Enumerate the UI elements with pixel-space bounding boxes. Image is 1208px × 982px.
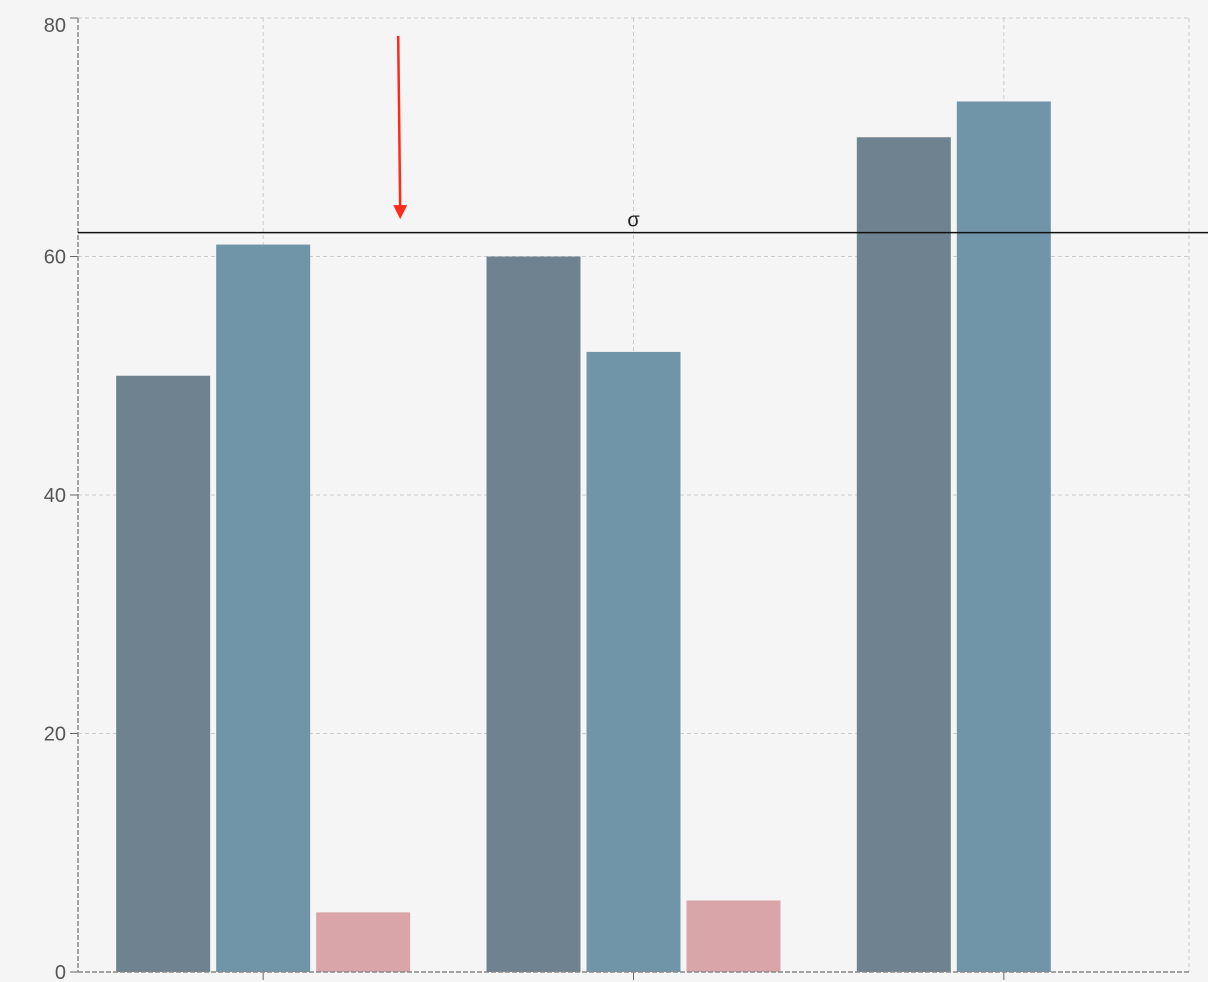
bar [486,256,581,972]
bar [856,137,951,972]
annotation [393,35,408,220]
bar [316,912,411,972]
arrow-shaft [396,35,402,210]
bar [956,101,1051,973]
reference-line-label: σ [627,210,640,232]
bar [686,900,781,972]
y-tick-label: 40 [44,485,66,507]
arrow-head-icon [393,205,408,220]
y-tick-label: 80 [44,15,66,37]
y-tick-label: 20 [44,724,66,746]
reference-line-group: σ [78,210,1208,234]
y-tick-label: 60 [44,247,66,269]
bar [216,244,311,972]
bar [116,375,211,972]
bars [116,101,1051,973]
axes: 0 20 40 60 80 [44,15,1189,982]
y-tick-label: 0 [55,962,66,982]
bar [586,351,681,972]
